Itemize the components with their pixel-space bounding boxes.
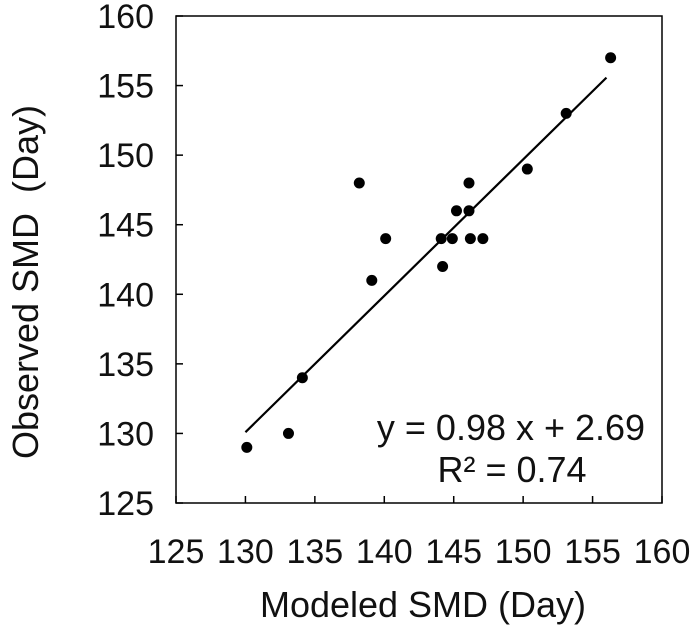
data-point [463, 205, 475, 217]
x-tick-label: 140 [356, 533, 413, 571]
y-tick-label: 155 [97, 68, 154, 106]
data-point [477, 233, 489, 245]
y-tick-label: 160 [97, 0, 154, 36]
y-tick-label: 145 [97, 207, 154, 245]
data-point [450, 205, 462, 217]
r-squared-label: R² = 0.74 [437, 449, 586, 490]
y-tick-label: 140 [97, 276, 154, 314]
y-axis-label: Observed SMD (Day) [5, 105, 46, 459]
data-point [435, 233, 447, 245]
data-point [446, 233, 458, 245]
x-tick-label: 145 [425, 533, 482, 571]
data-point [380, 233, 392, 245]
data-point [464, 233, 476, 245]
x-axis-ticks: 125 130 135 140 145 150 155 160 [148, 496, 691, 571]
data-point [241, 441, 253, 453]
data-points [241, 52, 617, 453]
x-tick-label: 155 [564, 533, 621, 571]
x-tick-label: 125 [148, 533, 205, 571]
x-axis-label: Modeled SMD (Day) [260, 584, 586, 625]
y-tick-label: 135 [97, 346, 154, 384]
trendline [244, 76, 608, 433]
y-tick-label: 130 [97, 415, 154, 453]
data-point [521, 163, 533, 175]
data-point [296, 372, 308, 384]
data-point [605, 52, 617, 64]
y-tick-label: 150 [97, 137, 154, 175]
x-tick-label: 160 [634, 533, 691, 571]
data-point [463, 177, 475, 189]
data-point [366, 274, 378, 286]
x-tick-label: 130 [217, 533, 274, 571]
equation-label: y = 0.98 x + 2.69 [377, 407, 645, 448]
data-point [282, 427, 294, 439]
data-point [437, 260, 449, 272]
y-axis-ticks: 125 130 135 140 145 150 155 160 [97, 0, 183, 523]
plot-area [175, 15, 663, 504]
x-tick-label: 150 [495, 533, 552, 571]
x-tick-label: 135 [286, 533, 343, 571]
y-tick-label: 125 [97, 485, 154, 523]
data-point [353, 177, 365, 189]
data-point [560, 107, 572, 119]
